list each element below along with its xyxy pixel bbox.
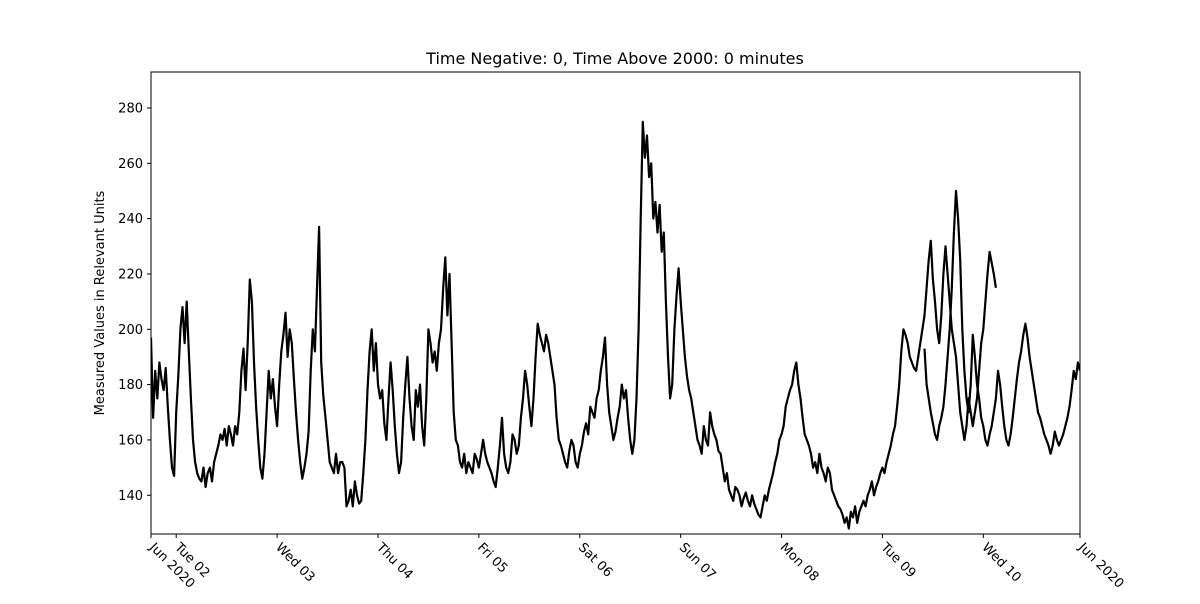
x-tick-label: Thu 04 [372,540,415,583]
y-tick-label: 160 [118,433,143,448]
x-tick-label: Sun 07 [676,540,719,583]
plot-frame [150,71,1081,535]
x-tick-label: Wed 10 [978,540,1023,585]
y-tick-label: 280 [118,101,143,116]
y-tick-label: 200 [118,323,143,338]
series-line [151,120,1080,530]
x-tick-label: Wed 03 [272,540,317,585]
x-tick-label: Tue 09 [877,540,919,582]
x-tick-label: Mon 08 [777,540,822,585]
y-tick-label: 140 [118,489,143,504]
chart-title: Time Negative: 0, Time Above 2000: 0 min… [425,49,804,68]
x-tick-label: Jun 2020 [1074,540,1126,592]
y-tick-label: 220 [118,267,143,282]
y-axis-label: Measured Values in Relevant Units [93,190,108,415]
x-tick-label: Fri 05 [474,540,510,576]
y-tick-label: 240 [118,212,143,227]
y-tick-label: 180 [118,378,143,393]
series-segment [151,120,997,530]
x-tick-label: Sat 06 [575,540,615,580]
series-segment [923,189,1080,455]
y-tick-label: 260 [118,157,143,172]
